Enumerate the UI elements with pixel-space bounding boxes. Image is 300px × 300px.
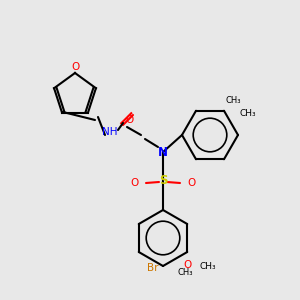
Text: O: O <box>187 178 195 188</box>
Text: CH₃: CH₃ <box>240 109 256 118</box>
Text: CH₃: CH₃ <box>226 96 242 105</box>
Text: Br: Br <box>146 263 158 273</box>
Text: S: S <box>159 173 167 187</box>
Text: O: O <box>131 178 139 188</box>
Text: CH₃: CH₃ <box>178 268 193 277</box>
Text: N: N <box>158 146 168 158</box>
Text: O: O <box>126 115 134 125</box>
Text: CH₃: CH₃ <box>199 262 216 271</box>
Text: NH: NH <box>102 127 118 137</box>
Text: O: O <box>183 260 191 270</box>
Text: O: O <box>71 62 79 72</box>
